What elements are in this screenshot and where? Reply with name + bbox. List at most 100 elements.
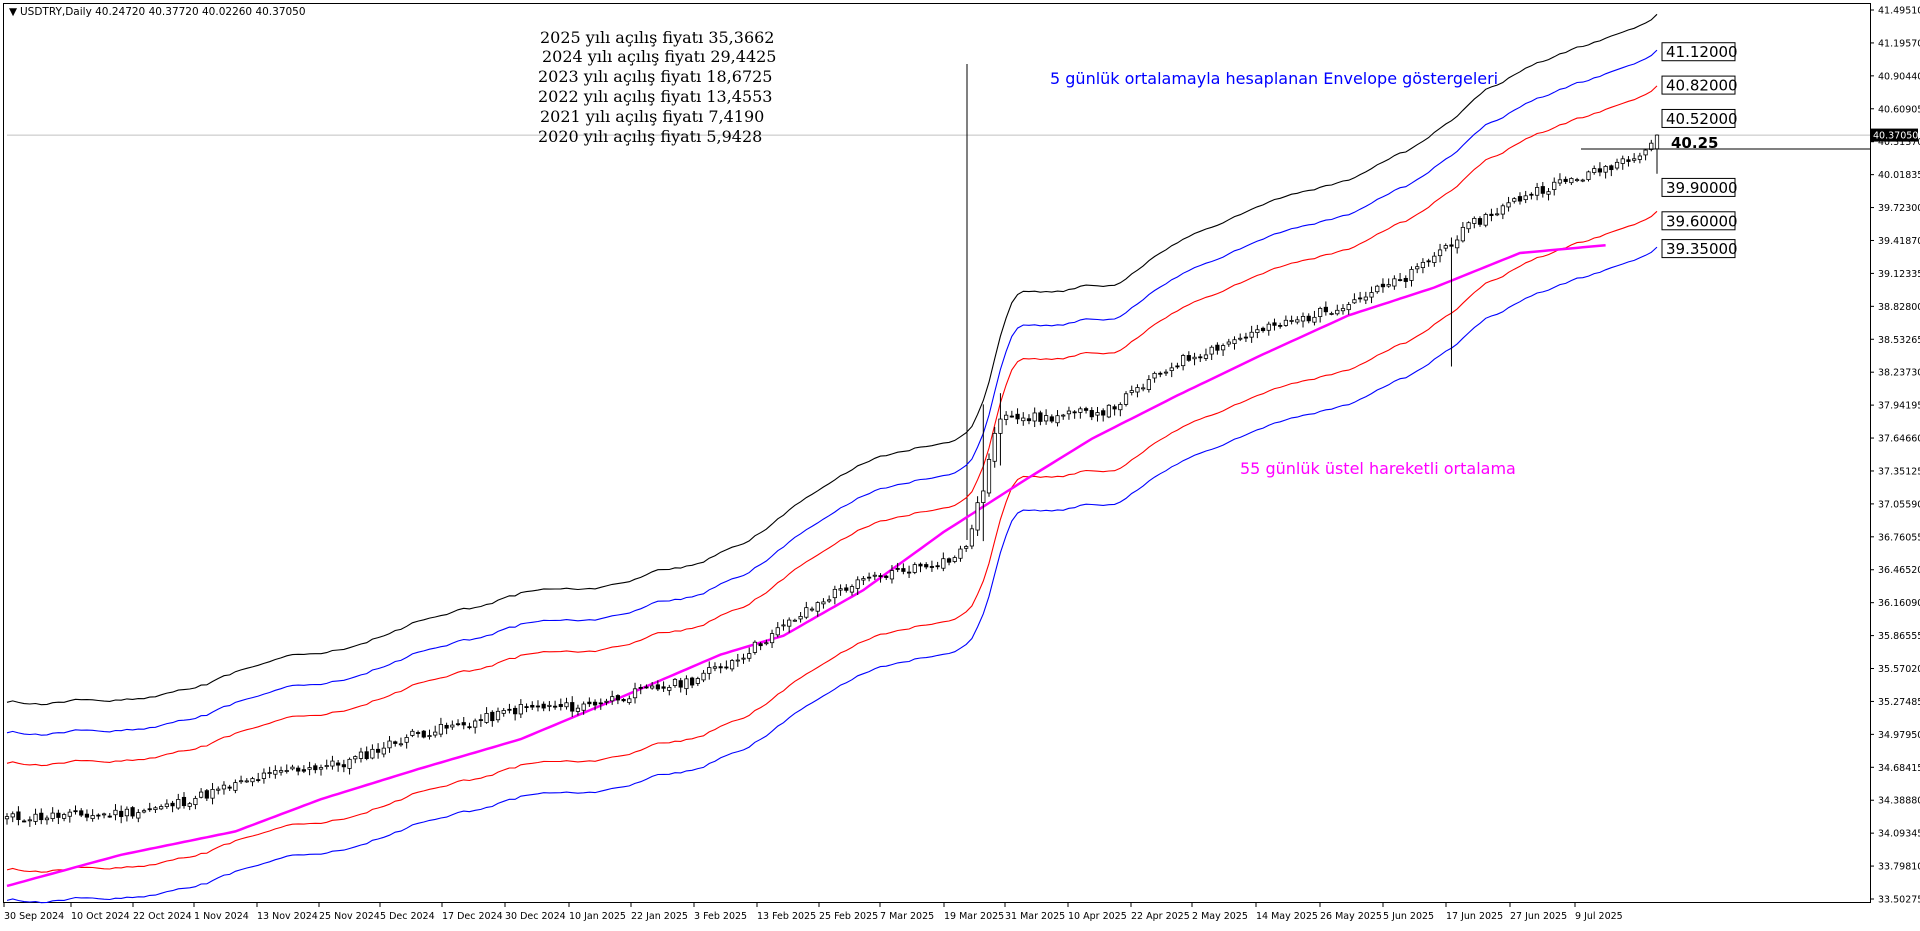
y-tick-label: 37.94195	[1878, 401, 1920, 412]
candle	[889, 565, 895, 584]
candle-body	[164, 803, 169, 807]
candle	[1529, 192, 1534, 200]
candle	[884, 574, 889, 581]
candle-body	[1346, 304, 1351, 311]
candle	[1540, 181, 1545, 198]
candle	[661, 681, 666, 692]
candle-body	[889, 570, 895, 580]
candle-body	[1021, 417, 1026, 422]
candle-body	[592, 701, 598, 706]
candle-body	[952, 557, 957, 562]
candle-body	[1026, 418, 1032, 422]
candle	[581, 701, 586, 715]
x-tick-label: 31 Mar 2025	[1005, 911, 1065, 922]
candle	[250, 776, 255, 787]
candle-body	[341, 764, 346, 768]
candle	[1449, 237, 1454, 367]
candle-body	[564, 702, 569, 708]
candle	[650, 682, 655, 690]
x-tick-label: 30 Dec 2024	[505, 911, 566, 922]
candle-body	[1135, 387, 1140, 393]
candle-body	[1283, 319, 1288, 326]
candle	[1323, 301, 1328, 316]
candle-body	[1620, 158, 1625, 164]
candle	[398, 737, 404, 747]
candle	[427, 729, 432, 740]
candle	[1278, 322, 1283, 329]
candle	[227, 784, 232, 792]
candle	[701, 670, 706, 683]
candle-body	[1192, 356, 1197, 360]
y-tick-label: 36.76055	[1878, 532, 1920, 543]
chart-menu-arrow[interactable]: ▼	[9, 6, 18, 18]
candle-body	[1569, 178, 1574, 184]
candle-body	[513, 707, 518, 715]
candle	[1563, 176, 1568, 185]
candle-body	[752, 641, 758, 653]
candle	[775, 622, 780, 638]
candle	[724, 660, 729, 670]
candle-body	[1329, 313, 1334, 315]
candle	[1592, 165, 1597, 175]
candle	[1603, 165, 1608, 179]
candle	[1044, 409, 1049, 425]
candle-body	[1380, 283, 1386, 288]
candle	[792, 618, 797, 622]
envelope-middle-lower	[6, 246, 1658, 904]
candle-body	[1272, 322, 1277, 326]
candle	[353, 755, 358, 764]
candle	[718, 663, 723, 674]
candle	[1386, 278, 1391, 288]
candle	[798, 612, 803, 623]
candle	[1106, 404, 1112, 419]
candle-body	[233, 782, 238, 791]
x-tick-label: 26 May 2025	[1320, 911, 1382, 922]
candle	[1597, 162, 1603, 177]
candle	[324, 759, 329, 770]
candle	[1300, 312, 1306, 328]
candle	[199, 788, 204, 799]
candle	[1477, 216, 1483, 227]
candle-body	[1392, 278, 1397, 287]
candle-body	[176, 799, 181, 809]
candle	[1632, 153, 1637, 163]
candle-body	[998, 418, 1003, 434]
candle-body	[552, 705, 558, 708]
candle	[244, 778, 249, 783]
candle-body	[1312, 316, 1317, 323]
candle-body	[256, 779, 261, 781]
candle	[684, 675, 689, 696]
candle	[564, 697, 569, 710]
candle-body	[712, 666, 718, 669]
candle	[147, 802, 152, 812]
candle-body	[1158, 372, 1163, 375]
candle	[1129, 385, 1134, 396]
candle-body	[187, 803, 192, 807]
candle-body	[238, 780, 244, 783]
candle-body	[1443, 245, 1448, 249]
candle	[541, 701, 546, 712]
candle-body	[358, 751, 364, 759]
candle	[804, 601, 809, 620]
candle-body	[672, 678, 678, 686]
candle	[1426, 258, 1431, 267]
envelope-level-label: 39.90000	[1661, 177, 1738, 197]
candle	[1574, 177, 1580, 183]
candle	[1095, 406, 1100, 422]
year-open-2025: 2025 yılı açılış fiyatı 35,3662	[540, 28, 774, 47]
candle	[484, 707, 489, 724]
candle	[187, 801, 192, 811]
candle	[1437, 243, 1443, 263]
candle-body	[1614, 161, 1620, 169]
candle	[1066, 406, 1072, 420]
candle	[1004, 411, 1009, 426]
candle-body	[541, 703, 546, 709]
candle-body	[1495, 213, 1500, 216]
candle	[1318, 306, 1323, 323]
candle	[821, 598, 826, 609]
candle	[124, 806, 129, 822]
candle	[610, 690, 615, 705]
candles-layer[interactable]	[4, 134, 1660, 827]
